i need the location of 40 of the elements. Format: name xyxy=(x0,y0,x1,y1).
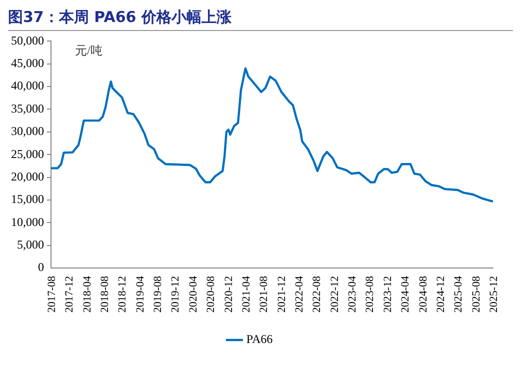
y-tick-label: 45,000 xyxy=(11,56,44,70)
x-tick-label: 2022-08 xyxy=(311,276,324,313)
x-tick-label: 2025-04 xyxy=(452,276,465,313)
x-tick-label: 2019-12 xyxy=(170,276,182,313)
y-tick-label: 15,000 xyxy=(11,192,44,206)
x-tick-label: 2019-04 xyxy=(134,276,146,313)
x-tick-label: 2022-12 xyxy=(328,276,341,313)
x-tick-label: 2017-08 xyxy=(46,276,58,313)
x-tick-label: 2025-08 xyxy=(470,276,482,313)
legend-label: PA66 xyxy=(246,332,273,346)
x-tick-label: 2018-04 xyxy=(81,276,94,313)
x-tick-label: 2021-04 xyxy=(240,276,252,313)
x-tick-label: 2020-08 xyxy=(205,276,218,313)
y-tick-label: 5,000 xyxy=(17,237,44,252)
x-tick-label: 2018-08 xyxy=(99,276,111,313)
x-tick-label: 2025-12 xyxy=(488,276,500,313)
chart-title: 图37：本周 PA66 价格小幅上涨 xyxy=(8,8,513,31)
y-axis-title: 元/吨 xyxy=(75,43,102,58)
x-tick-label: 2017-12 xyxy=(64,276,76,313)
y-tick-label: 30,000 xyxy=(11,124,44,138)
x-tick-label: 2024-08 xyxy=(417,276,430,313)
y-tick-label: 0 xyxy=(38,260,44,274)
x-tick-label: 2019-08 xyxy=(152,276,164,313)
x-tick-label: 2020-12 xyxy=(222,276,235,313)
y-tick-label: 35,000 xyxy=(11,101,44,116)
x-tick-label: 2021-08 xyxy=(258,276,270,313)
x-tick-label: 2018-12 xyxy=(116,276,129,313)
x-tick-label: 2024-12 xyxy=(435,276,447,313)
x-tick-label: 2024-04 xyxy=(400,276,412,313)
x-tick-label: 2020-04 xyxy=(187,276,200,313)
y-tick-label: 25,000 xyxy=(11,146,44,161)
x-tick-label: 2022-04 xyxy=(293,276,306,313)
y-tick-label: 40,000 xyxy=(11,78,44,93)
y-tick-label: 10,000 xyxy=(11,214,44,229)
x-tick-label: 2021-12 xyxy=(276,276,288,313)
x-tick-label: 2023-08 xyxy=(364,276,376,313)
x-tick-label: 2023-04 xyxy=(346,276,358,313)
x-tick-label: 2023-12 xyxy=(382,276,394,313)
y-tick-label: 50,000 xyxy=(11,33,44,48)
y-tick-label: 20,000 xyxy=(11,169,44,184)
